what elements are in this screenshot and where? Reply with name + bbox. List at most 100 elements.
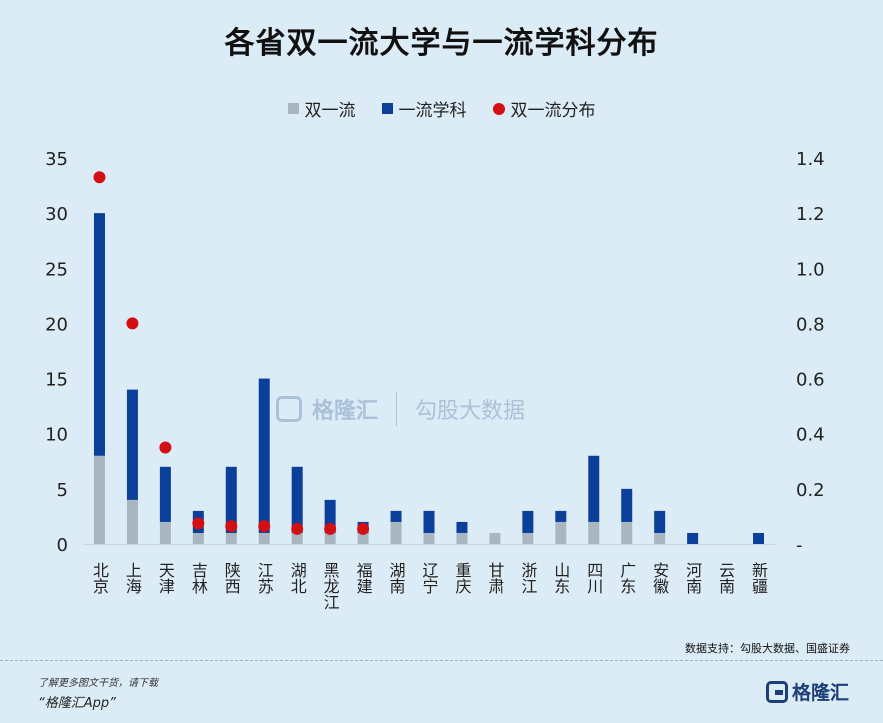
y-right-tick-label: 0.8	[796, 314, 825, 335]
bar-yiliu-xueke	[522, 510, 534, 533]
y-right-tick-label: 0.4	[796, 425, 825, 446]
y-left-tick-label: 30	[45, 204, 68, 225]
y-left-tick-label: 20	[45, 314, 68, 335]
y-left-tick-label: 35	[45, 149, 68, 170]
y-left-tick-label: 5	[57, 480, 68, 501]
x-tick-label: 吉林	[189, 562, 208, 594]
bar-shuangyiliu	[390, 521, 402, 544]
bar-yiliu-xueke	[93, 213, 105, 456]
y-right-tick-label: -	[796, 535, 803, 556]
bar-yiliu-xueke	[324, 499, 336, 533]
bar-yiliu-xueke	[291, 466, 303, 533]
bar-yiliu-xueke	[225, 466, 237, 533]
bar-shuangyiliu	[423, 532, 435, 544]
distribution-point	[258, 520, 271, 533]
x-tick-label: 新疆	[749, 562, 768, 594]
bar-yiliu-xueke	[159, 466, 171, 522]
distribution-point	[225, 520, 238, 533]
distribution-point	[357, 522, 370, 535]
x-tick-label: 福建	[354, 562, 373, 594]
legend-item-yiliu-xueke: 一流学科	[381, 96, 467, 121]
footer-app-name: “格隆汇App”	[38, 696, 116, 711]
bar-yiliu-xueke	[258, 378, 270, 533]
bar-shuangyiliu	[654, 532, 666, 544]
bar-yiliu-xueke	[555, 510, 567, 522]
legend-swatch-gray	[287, 103, 299, 114]
legend-label-yiliu-xueke: 一流学科	[398, 101, 467, 121]
y-left-tick-label: 0	[57, 535, 68, 556]
x-tick-label: 江苏	[255, 562, 274, 595]
x-tick-label: 云南	[716, 562, 735, 594]
chart-title: 各省双一流大学与一流学科分布	[224, 26, 659, 61]
footer-divider	[0, 660, 883, 661]
x-tick-label: 浙江	[518, 562, 537, 594]
x-tick-label: 安徽	[650, 562, 669, 594]
bar-yiliu-xueke	[456, 521, 468, 533]
bar-shuangyiliu	[291, 532, 303, 544]
x-tick-label: 陕西	[222, 562, 241, 594]
bar-shuangyiliu	[489, 532, 501, 544]
bar-shuangyiliu	[522, 532, 534, 544]
watermark-brand2: 勾股大数据	[415, 399, 526, 424]
bar-shuangyiliu	[555, 521, 567, 544]
bar-yiliu-xueke	[423, 510, 435, 533]
legend-label-shuangyiliu: 双一流	[304, 101, 356, 121]
watermark: 格隆汇 勾股大数据	[276, 392, 525, 426]
bar-yiliu-xueke	[588, 455, 600, 522]
bar-shuangyiliu	[324, 532, 336, 544]
legend-item-distribution: 双一流分布	[492, 96, 596, 121]
bar-shuangyiliu	[192, 532, 204, 544]
y-left-tick-label: 25	[45, 259, 68, 280]
legend: 双一流 一流学科 双一流分布	[0, 96, 883, 121]
y-left-tick-label: 15	[45, 370, 68, 391]
x-tick-label: 天津	[156, 562, 175, 594]
x-tick-label: 重庆	[452, 562, 471, 594]
bar-yiliu-xueke	[687, 532, 699, 544]
bar-shuangyiliu	[126, 499, 138, 544]
footer-logo-text: 格隆汇	[791, 682, 849, 704]
x-tick-label: 辽宁	[420, 562, 439, 594]
y-right-tick-label: 0.6	[796, 370, 825, 391]
distribution-point	[159, 441, 172, 454]
legend-swatch-blue	[381, 103, 393, 114]
bar-shuangyiliu	[258, 532, 270, 544]
distribution-point	[324, 522, 337, 535]
legend-item-shuangyiliu: 双一流	[287, 96, 356, 121]
stacked-bar-chart: 0 5 10 15 20 25 30 35 - 0.2 0.4 0.6 0.8 1.0 1.2 1.4 北京 上海…	[45, 149, 825, 610]
legend-label-distribution: 双一流分布	[510, 101, 596, 121]
x-tick-label: 上海	[123, 562, 142, 594]
x-tick-label: 北京	[90, 562, 109, 595]
bar-yiliu-xueke	[621, 488, 633, 522]
bar-shuangyiliu	[93, 455, 105, 544]
watermark-brand: 格隆汇	[312, 399, 379, 424]
bar-yiliu-xueke	[126, 389, 138, 500]
distribution-point	[192, 517, 205, 530]
distribution-point	[93, 171, 106, 184]
y-right-tick-label: 1.2	[796, 204, 825, 225]
x-tick-label: 四川	[584, 562, 603, 594]
x-tick-label: 湖北	[288, 562, 307, 594]
data-source: 数据支持：勾股大数据、国盛证券	[685, 642, 850, 655]
x-tick-label: 黑龙江	[321, 562, 340, 610]
bar-yiliu-xueke	[390, 510, 402, 522]
y-left-tick-label: 10	[45, 425, 68, 446]
y-right-tick-label: 1.0	[796, 259, 825, 280]
bar-shuangyiliu	[588, 521, 600, 544]
watermark-divider	[396, 392, 398, 426]
y-right-tick-label: 1.4	[796, 149, 825, 170]
bar-shuangyiliu	[621, 521, 633, 544]
footer-note: 了解更多图文干货，请下载	[38, 678, 158, 689]
x-tick-label: 广东	[617, 562, 636, 594]
bar-shuangyiliu	[357, 532, 369, 544]
bar-shuangyiliu	[159, 521, 171, 544]
bar-shuangyiliu	[456, 532, 468, 544]
y-right-tick-label: 0.2	[796, 480, 825, 501]
distribution-point	[291, 522, 304, 535]
x-tick-label: 甘肃	[485, 562, 504, 594]
bar-yiliu-xueke	[753, 532, 765, 544]
footer-logo[interactable]: 格隆汇	[765, 678, 849, 705]
legend-swatch-red-dot	[492, 102, 505, 115]
bar-yiliu-xueke	[654, 510, 666, 533]
logo-icon	[765, 680, 788, 703]
x-tick-label: 湖南	[387, 562, 406, 594]
